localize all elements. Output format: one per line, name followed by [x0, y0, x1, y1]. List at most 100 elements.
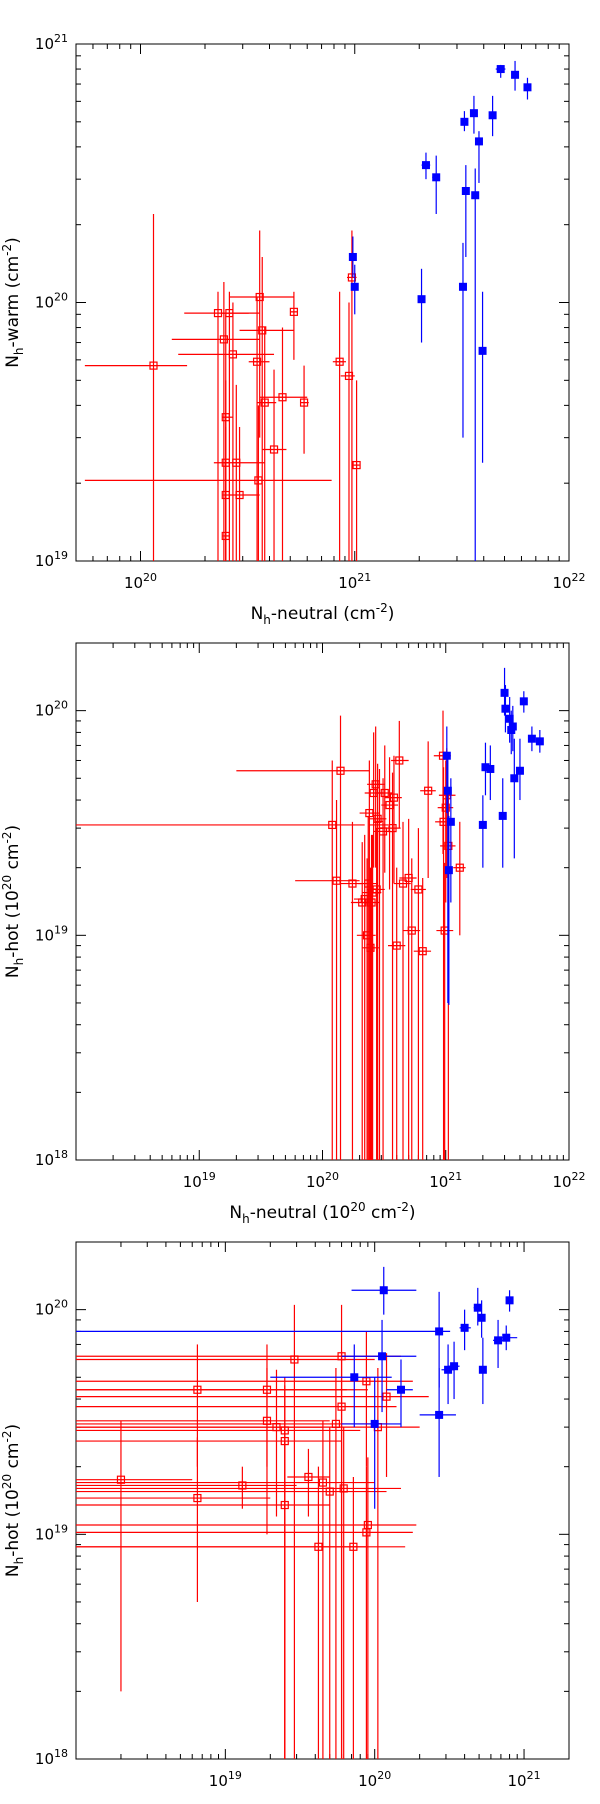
point-marker	[488, 111, 497, 120]
series-red	[84, 213, 361, 561]
point-marker	[498, 811, 507, 820]
data-point	[299, 365, 309, 454]
data-point	[478, 291, 487, 463]
x-tick-label: 1020	[124, 571, 157, 592]
data-point	[535, 730, 544, 753]
point-marker	[501, 704, 510, 713]
y-tick-label: 1019	[35, 923, 68, 944]
point-marker	[435, 1410, 444, 1419]
series-blue	[348, 60, 532, 561]
data-point	[171, 282, 260, 561]
point-marker	[444, 866, 453, 875]
x-tick-label: 1022	[552, 571, 585, 592]
data-point	[383, 772, 401, 1160]
data-point	[527, 726, 536, 752]
point-marker	[461, 186, 470, 195]
data-point	[257, 327, 277, 561]
data-point	[500, 1325, 518, 1351]
data-point	[76, 1291, 451, 1388]
data-point	[295, 800, 360, 1160]
point-marker	[508, 722, 517, 731]
data-point	[352, 380, 361, 561]
data-point	[417, 268, 426, 343]
point-marker	[502, 1333, 511, 1342]
data-point	[488, 95, 497, 137]
data-point	[348, 236, 357, 278]
data-point	[413, 877, 432, 1160]
point-marker	[458, 282, 467, 291]
point-marker	[511, 70, 520, 79]
data-point	[420, 741, 436, 878]
point-marker	[471, 191, 480, 200]
point-marker	[443, 786, 452, 795]
y-axis-label: Nh-hot (1020 cm-2)	[0, 825, 26, 978]
data-point	[515, 738, 524, 801]
x-axis-label: Nh-neutral (1020 cm-2)	[229, 1200, 415, 1226]
point-marker	[350, 1373, 359, 1382]
data-point	[444, 815, 453, 1005]
data-point	[76, 1344, 347, 1467]
data-point	[76, 1367, 387, 1759]
point-marker	[421, 161, 430, 170]
point-marker	[477, 1313, 486, 1322]
data-point	[76, 1420, 193, 1692]
point-marker	[478, 346, 487, 355]
data-point	[510, 738, 519, 859]
data-point	[453, 821, 466, 936]
point-marker	[442, 751, 451, 760]
data-point	[421, 152, 431, 180]
x-tick-label: 1020	[306, 1170, 339, 1191]
point-marker	[519, 697, 528, 706]
y-tick-label: 1021	[35, 32, 68, 53]
point-marker	[478, 820, 487, 829]
point-marker	[505, 1296, 514, 1305]
data-point	[386, 1359, 413, 1428]
data-point	[391, 720, 409, 829]
series-red	[76, 1304, 429, 1759]
data-point	[340, 821, 363, 1160]
y-tick-label: 1018	[35, 1148, 68, 1169]
data-point	[459, 1309, 471, 1351]
data-point	[351, 1266, 417, 1315]
data-point	[362, 867, 380, 1160]
data-point	[270, 1344, 392, 1428]
point-marker	[527, 734, 536, 743]
data-point	[229, 426, 260, 561]
data-point	[178, 302, 275, 561]
x-tick-label: 1021	[429, 1170, 462, 1191]
data-point	[493, 1319, 503, 1368]
data-point	[410, 828, 426, 1160]
y-tick-label: 1018	[35, 1747, 68, 1768]
data-point	[511, 60, 520, 91]
point-marker	[473, 1303, 482, 1312]
data-layer	[84, 60, 532, 561]
data-point	[76, 1476, 406, 1759]
series-blue	[442, 667, 544, 1005]
y-axis-label: Nh-hot (1020 cm-2)	[0, 1424, 26, 1577]
data-point	[498, 778, 507, 868]
data-point	[458, 242, 467, 438]
data-point	[477, 1300, 486, 1338]
data-point	[341, 1377, 401, 1509]
point-marker	[350, 282, 359, 291]
point-marker	[446, 817, 455, 826]
point-marker	[505, 714, 514, 723]
data-point	[350, 264, 359, 315]
data-point	[76, 1420, 375, 1759]
data-point	[84, 405, 332, 561]
x-tick-label: 1020	[358, 1769, 391, 1790]
point-marker	[396, 1385, 405, 1394]
data-point	[76, 1385, 342, 1759]
point-marker	[370, 1419, 379, 1428]
data-point	[76, 1466, 297, 1509]
point-marker	[481, 763, 490, 772]
x-tick-label: 1021	[338, 571, 371, 592]
data-point	[495, 64, 506, 78]
chart-panel-1: 1020 1021 1022 1019 1020 1021 Nh-neutral (cm-2…	[0, 32, 586, 627]
data-point	[358, 815, 378, 1160]
data-point	[76, 1331, 413, 1467]
point-marker	[378, 1352, 387, 1361]
data-point	[505, 1290, 514, 1312]
